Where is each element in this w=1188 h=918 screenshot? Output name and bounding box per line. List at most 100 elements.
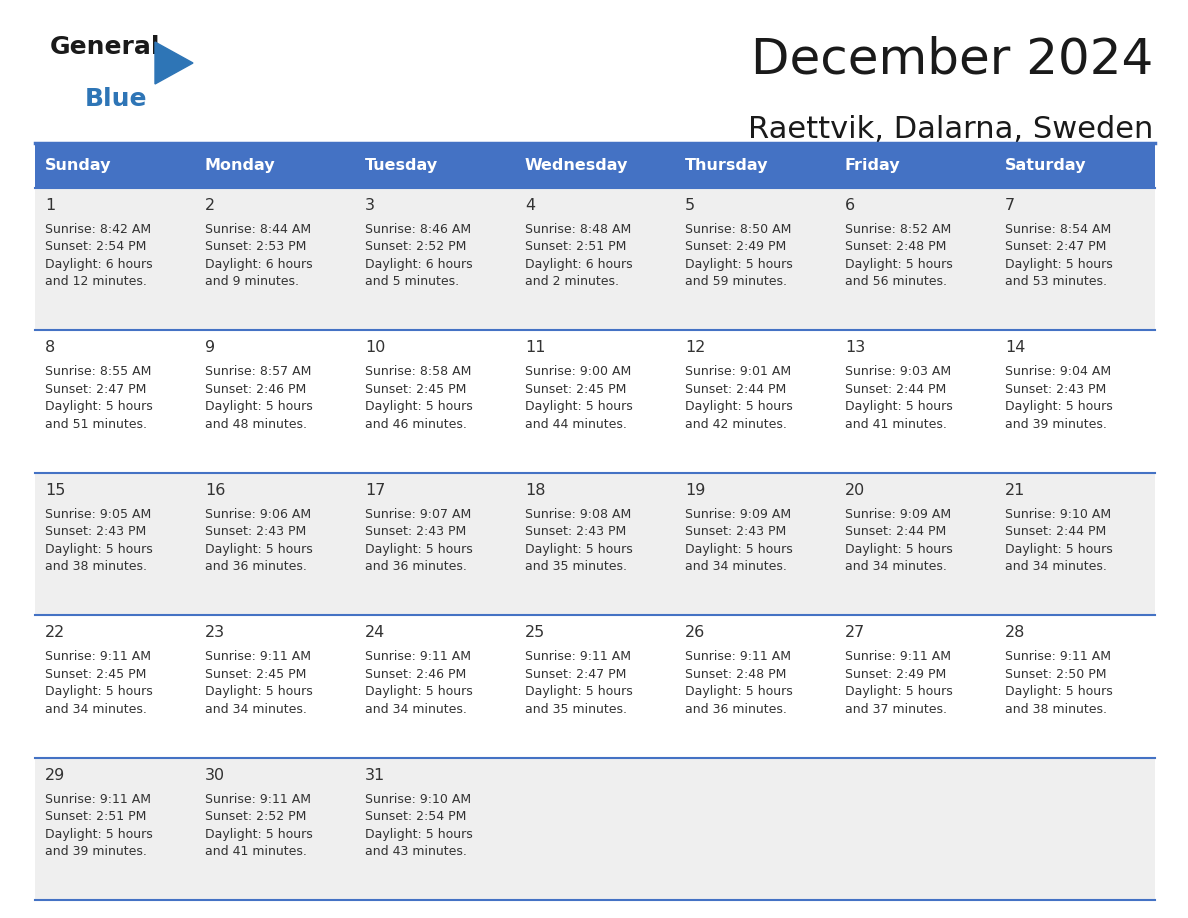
Text: and 51 minutes.: and 51 minutes.: [45, 418, 147, 431]
Bar: [195, 143, 355, 188]
Text: Daylight: 5 hours: Daylight: 5 hours: [206, 685, 312, 699]
Polygon shape: [154, 42, 192, 84]
Text: Daylight: 5 hours: Daylight: 5 hours: [45, 400, 153, 413]
Text: Daylight: 5 hours: Daylight: 5 hours: [685, 685, 792, 699]
Text: Blue: Blue: [86, 87, 147, 111]
Text: Daylight: 5 hours: Daylight: 5 hours: [1005, 400, 1113, 413]
Text: and 35 minutes.: and 35 minutes.: [525, 560, 627, 574]
Text: 18: 18: [525, 483, 545, 498]
Text: Daylight: 5 hours: Daylight: 5 hours: [206, 543, 312, 555]
Bar: [34, 473, 1155, 615]
Text: and 36 minutes.: and 36 minutes.: [206, 560, 307, 574]
Text: 23: 23: [206, 625, 225, 640]
Text: and 37 minutes.: and 37 minutes.: [845, 702, 947, 716]
Text: Thursday: Thursday: [685, 158, 769, 173]
Text: Sunrise: 9:06 AM: Sunrise: 9:06 AM: [206, 508, 311, 521]
Text: and 35 minutes.: and 35 minutes.: [525, 702, 627, 716]
Text: 21: 21: [1005, 483, 1025, 498]
Text: and 38 minutes.: and 38 minutes.: [1005, 702, 1107, 716]
Text: Sunset: 2:54 PM: Sunset: 2:54 PM: [365, 810, 467, 823]
Text: 28: 28: [1005, 625, 1025, 640]
Bar: [34, 188, 1155, 330]
Text: Sunrise: 9:04 AM: Sunrise: 9:04 AM: [1005, 365, 1111, 378]
Text: Daylight: 5 hours: Daylight: 5 hours: [845, 258, 953, 271]
Text: and 34 minutes.: and 34 minutes.: [685, 560, 786, 574]
Text: Sunrise: 8:57 AM: Sunrise: 8:57 AM: [206, 365, 311, 378]
Text: and 36 minutes.: and 36 minutes.: [685, 702, 786, 716]
Text: General: General: [50, 35, 160, 59]
Text: and 44 minutes.: and 44 minutes.: [525, 418, 627, 431]
Text: Daylight: 5 hours: Daylight: 5 hours: [206, 828, 312, 841]
Text: Sunset: 2:51 PM: Sunset: 2:51 PM: [45, 810, 146, 823]
Text: and 2 minutes.: and 2 minutes.: [525, 275, 619, 288]
Text: and 34 minutes.: and 34 minutes.: [1005, 560, 1107, 574]
Text: 25: 25: [525, 625, 545, 640]
Text: and 38 minutes.: and 38 minutes.: [45, 560, 147, 574]
Text: Sunrise: 9:09 AM: Sunrise: 9:09 AM: [685, 508, 791, 521]
Text: and 5 minutes.: and 5 minutes.: [365, 275, 459, 288]
Text: Daylight: 6 hours: Daylight: 6 hours: [365, 258, 473, 271]
Text: Sunrise: 8:48 AM: Sunrise: 8:48 AM: [525, 223, 631, 236]
Text: and 43 minutes.: and 43 minutes.: [365, 845, 467, 858]
Text: Sunset: 2:51 PM: Sunset: 2:51 PM: [525, 241, 626, 253]
Text: 13: 13: [845, 341, 865, 355]
Text: Sunrise: 9:10 AM: Sunrise: 9:10 AM: [1005, 508, 1111, 521]
Text: Daylight: 5 hours: Daylight: 5 hours: [365, 685, 473, 699]
Text: Sunset: 2:44 PM: Sunset: 2:44 PM: [845, 383, 947, 396]
Text: Sunset: 2:44 PM: Sunset: 2:44 PM: [845, 525, 947, 538]
Text: Sunrise: 9:11 AM: Sunrise: 9:11 AM: [206, 650, 311, 663]
Text: Daylight: 5 hours: Daylight: 5 hours: [845, 685, 953, 699]
Text: Sunrise: 9:11 AM: Sunrise: 9:11 AM: [685, 650, 791, 663]
Text: Sunrise: 9:11 AM: Sunrise: 9:11 AM: [525, 650, 631, 663]
Text: Sunset: 2:45 PM: Sunset: 2:45 PM: [525, 383, 626, 396]
Text: Sunrise: 8:46 AM: Sunrise: 8:46 AM: [365, 223, 472, 236]
Text: Sunset: 2:47 PM: Sunset: 2:47 PM: [1005, 241, 1106, 253]
Text: Daylight: 5 hours: Daylight: 5 hours: [1005, 258, 1113, 271]
Text: Sunset: 2:46 PM: Sunset: 2:46 PM: [365, 667, 466, 681]
Text: 30: 30: [206, 767, 225, 783]
Text: Sunrise: 8:58 AM: Sunrise: 8:58 AM: [365, 365, 472, 378]
Text: Sunrise: 9:11 AM: Sunrise: 9:11 AM: [45, 792, 151, 806]
Text: Sunset: 2:47 PM: Sunset: 2:47 PM: [525, 667, 626, 681]
Text: Daylight: 5 hours: Daylight: 5 hours: [1005, 543, 1113, 555]
Text: 20: 20: [845, 483, 865, 498]
Text: 16: 16: [206, 483, 226, 498]
Text: 1: 1: [45, 198, 56, 213]
Text: Tuesday: Tuesday: [365, 158, 438, 173]
Text: Sunrise: 9:03 AM: Sunrise: 9:03 AM: [845, 365, 952, 378]
Bar: [516, 143, 675, 188]
Text: and 34 minutes.: and 34 minutes.: [845, 560, 947, 574]
Text: Sunrise: 9:11 AM: Sunrise: 9:11 AM: [845, 650, 952, 663]
Text: Sunset: 2:44 PM: Sunset: 2:44 PM: [1005, 525, 1106, 538]
Bar: [34, 330, 1155, 473]
Bar: [355, 143, 516, 188]
Bar: [675, 143, 835, 188]
Text: and 36 minutes.: and 36 minutes.: [365, 560, 467, 574]
Text: and 12 minutes.: and 12 minutes.: [45, 275, 147, 288]
Text: Sunset: 2:43 PM: Sunset: 2:43 PM: [685, 525, 786, 538]
Text: Daylight: 6 hours: Daylight: 6 hours: [45, 258, 152, 271]
Text: Sunrise: 9:01 AM: Sunrise: 9:01 AM: [685, 365, 791, 378]
Text: 9: 9: [206, 341, 215, 355]
Text: Sunset: 2:43 PM: Sunset: 2:43 PM: [525, 525, 626, 538]
Text: Sunset: 2:52 PM: Sunset: 2:52 PM: [365, 241, 467, 253]
Text: Daylight: 5 hours: Daylight: 5 hours: [525, 685, 633, 699]
Text: 22: 22: [45, 625, 65, 640]
Text: Daylight: 5 hours: Daylight: 5 hours: [525, 400, 633, 413]
Text: Sunset: 2:48 PM: Sunset: 2:48 PM: [685, 667, 786, 681]
Text: Saturday: Saturday: [1005, 158, 1087, 173]
Text: 5: 5: [685, 198, 695, 213]
Bar: [34, 143, 195, 188]
Text: Sunrise: 8:54 AM: Sunrise: 8:54 AM: [1005, 223, 1111, 236]
Text: 27: 27: [845, 625, 865, 640]
Text: Sunday: Sunday: [45, 158, 112, 173]
Text: Sunset: 2:52 PM: Sunset: 2:52 PM: [206, 810, 307, 823]
Text: Sunrise: 9:11 AM: Sunrise: 9:11 AM: [365, 650, 470, 663]
Text: Sunrise: 8:52 AM: Sunrise: 8:52 AM: [845, 223, 952, 236]
Text: December 2024: December 2024: [751, 35, 1154, 83]
Text: Sunrise: 9:00 AM: Sunrise: 9:00 AM: [525, 365, 631, 378]
Text: Daylight: 5 hours: Daylight: 5 hours: [685, 258, 792, 271]
Text: and 34 minutes.: and 34 minutes.: [206, 702, 307, 716]
Text: Sunset: 2:48 PM: Sunset: 2:48 PM: [845, 241, 947, 253]
Text: Sunset: 2:54 PM: Sunset: 2:54 PM: [45, 241, 146, 253]
